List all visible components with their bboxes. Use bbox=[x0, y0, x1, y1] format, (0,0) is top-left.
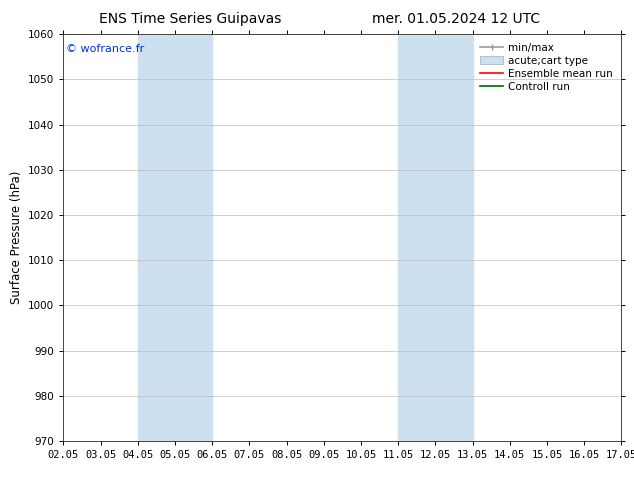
Text: © wofrance.fr: © wofrance.fr bbox=[66, 45, 145, 54]
Bar bbox=[398, 34, 472, 441]
Legend: min/max, acute;cart type, Ensemble mean run, Controll run: min/max, acute;cart type, Ensemble mean … bbox=[477, 40, 616, 95]
Text: ENS Time Series Guipavas: ENS Time Series Guipavas bbox=[99, 12, 281, 26]
Text: mer. 01.05.2024 12 UTC: mer. 01.05.2024 12 UTC bbox=[372, 12, 541, 26]
Y-axis label: Surface Pressure (hPa): Surface Pressure (hPa) bbox=[10, 171, 23, 304]
Bar bbox=[138, 34, 212, 441]
